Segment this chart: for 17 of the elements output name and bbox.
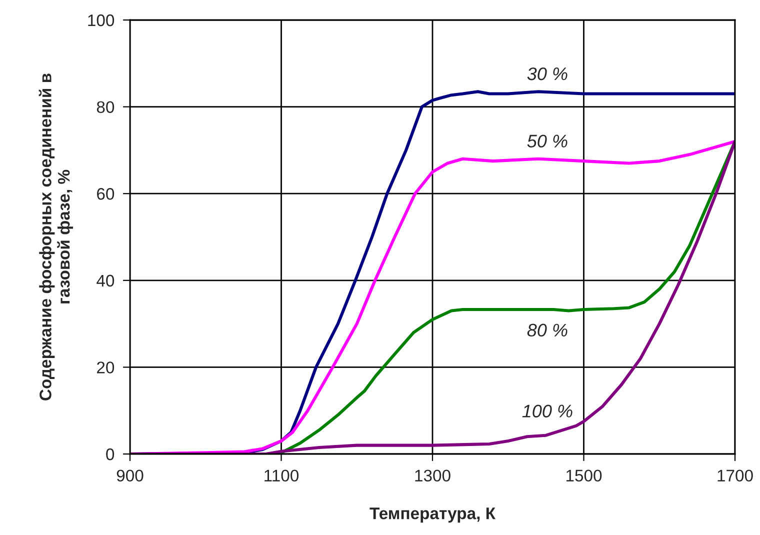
x-axis-title: Температура, К bbox=[370, 508, 496, 523]
y-tick-label: 60 bbox=[97, 188, 114, 200]
y-tick-label: 40 bbox=[96, 274, 114, 287]
x-tick-label: 1700 bbox=[718, 470, 753, 482]
y-tick-label: 80 bbox=[96, 101, 114, 114]
series-label: 30 % bbox=[527, 67, 568, 80]
y-tick-label: 100 bbox=[88, 14, 114, 26]
y-axis-title: Содержание фосфорных соединений в газовой фазе, % bbox=[38, 74, 74, 400]
series-label: 100 % bbox=[522, 404, 572, 418]
x-tick-label: 1500 bbox=[566, 470, 602, 482]
y-tick-label: 20 bbox=[97, 362, 114, 374]
y-tick-label: 0 bbox=[106, 448, 114, 460]
x-tick-label: 1100 bbox=[264, 470, 299, 482]
x-tick-label: 900 bbox=[116, 470, 144, 482]
series-label: 80 % bbox=[527, 324, 568, 337]
x-tick-label: 1300 bbox=[415, 470, 450, 482]
series-label: 50 % bbox=[527, 134, 568, 148]
